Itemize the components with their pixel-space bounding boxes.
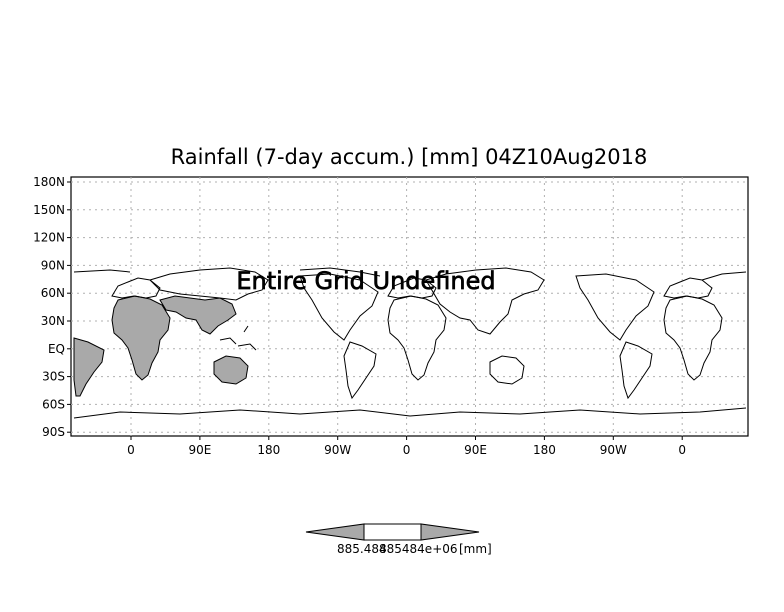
colorbar: 885.484 885484e+06 [mm]: [305, 523, 492, 556]
latitude-tick-label: 180N: [33, 175, 65, 189]
latitude-tick-label: 90S: [42, 425, 65, 439]
latitude-tick-label: 30N: [41, 314, 65, 328]
longitude-tick-label: 0: [678, 443, 686, 457]
world-map-copy-2: [387, 267, 747, 417]
asia-north: [149, 267, 269, 301]
colorbar-middle-segment: [363, 523, 422, 541]
asia-landmass: [159, 295, 237, 335]
latitude-tick-label: 60N: [41, 286, 65, 300]
longitude-tick-label: 180: [533, 443, 556, 457]
colorbar-left-arrow: [305, 523, 365, 541]
africa-outline-3: [663, 295, 723, 381]
europe-landmass: [111, 277, 161, 299]
longitude-tick-label: 0: [403, 443, 411, 457]
longitude-tick-labels: 0 90E 180 90W 0 90E 180 90W 0: [127, 443, 686, 457]
europe-outline-2: [387, 277, 437, 299]
latitude-tick-labels: 180N 150N 120N 90N 60N 30N EQ 30S 60S 90S: [33, 175, 65, 439]
africa-outline-2: [387, 295, 447, 381]
colorbar-right-arrow: [420, 523, 480, 541]
antarctica-coast-2: [409, 407, 747, 417]
latitude-tick-label: 90N: [41, 258, 65, 272]
australia-landmass: [213, 355, 249, 385]
south-america-landmass: [343, 341, 377, 400]
antarctica-coast: [73, 409, 411, 419]
longitude-tick-label: 90W: [324, 443, 351, 457]
latitude-tick-label: 30S: [42, 370, 65, 384]
asia-outline-3: [701, 271, 747, 281]
longitude-tick-label: 90E: [188, 443, 211, 457]
north-america-outline-2: [575, 273, 655, 341]
colorbar-left-label: 885.484: [337, 542, 387, 556]
se-asia-islands: [219, 325, 257, 351]
australia-outline-2: [489, 355, 525, 385]
north-america-landmass: [299, 273, 379, 341]
colorbar-middle-label: 885484e+06: [379, 542, 458, 556]
longitude-tick-label: 180: [257, 443, 280, 457]
latitude-tick-label: 60S: [42, 397, 65, 411]
longitude-tick-label: 90E: [464, 443, 487, 457]
latitude-tick-label: 150N: [33, 203, 65, 217]
latitude-tick-label: EQ: [48, 342, 65, 356]
grid-undefined-watermark: Entire Grid Undefined: [236, 267, 495, 295]
south-america-outline-2: [619, 341, 653, 400]
graticule: [67, 177, 748, 440]
longitude-tick-label: 0: [127, 443, 135, 457]
longitude-tick-label: 90W: [600, 443, 627, 457]
world-map-copy-1: [73, 267, 411, 419]
colorbar-unit-label: [mm]: [459, 542, 492, 556]
arctic-coast: [73, 267, 381, 277]
africa-landmass: [111, 295, 171, 381]
south-america-landmass-left: [73, 337, 105, 397]
latitude-tick-label: 120N: [33, 231, 65, 245]
map-title: Rainfall (7-day accum.) [mm] 04Z10Aug201…: [171, 145, 648, 169]
asia-outline-2: [425, 267, 545, 335]
europe-outline-3: [663, 277, 713, 299]
